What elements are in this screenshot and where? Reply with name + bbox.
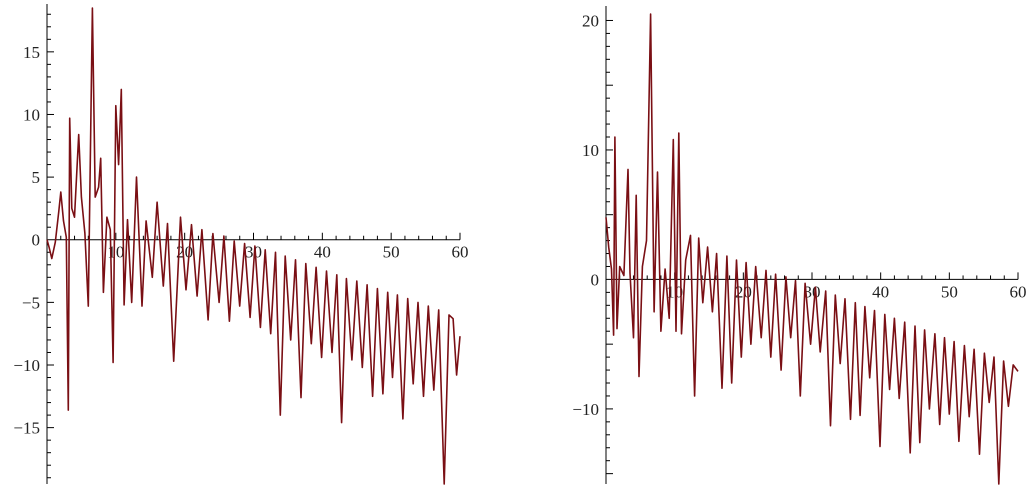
x-tick-label: 60 — [452, 243, 469, 262]
series-line-0 — [46, 7, 461, 485]
x-tick-label: 30 — [245, 243, 262, 262]
x-tick-label: 40 — [872, 282, 889, 301]
y-tick-label: 15 — [23, 43, 40, 62]
y-tick-label: −10 — [572, 400, 599, 419]
x-tick-label: 60 — [1010, 282, 1027, 301]
y-tick-label: 5 — [32, 168, 41, 187]
x-tick-label: 50 — [941, 282, 958, 301]
y-tick-label-zero: 0 — [32, 231, 41, 250]
x-tick-label: 40 — [314, 243, 331, 262]
y-tick-label: −15 — [13, 419, 40, 438]
y-tick-label: 20 — [582, 11, 599, 30]
y-tick-label: 10 — [582, 141, 599, 160]
y-tick-label: −5 — [22, 293, 40, 312]
y-tick-label-zero: 0 — [591, 270, 600, 289]
y-tick-label: 10 — [23, 105, 40, 124]
x-tick-label: 50 — [383, 243, 400, 262]
y-tick-label: −10 — [13, 356, 40, 375]
series-line-0 — [605, 13, 1019, 485]
